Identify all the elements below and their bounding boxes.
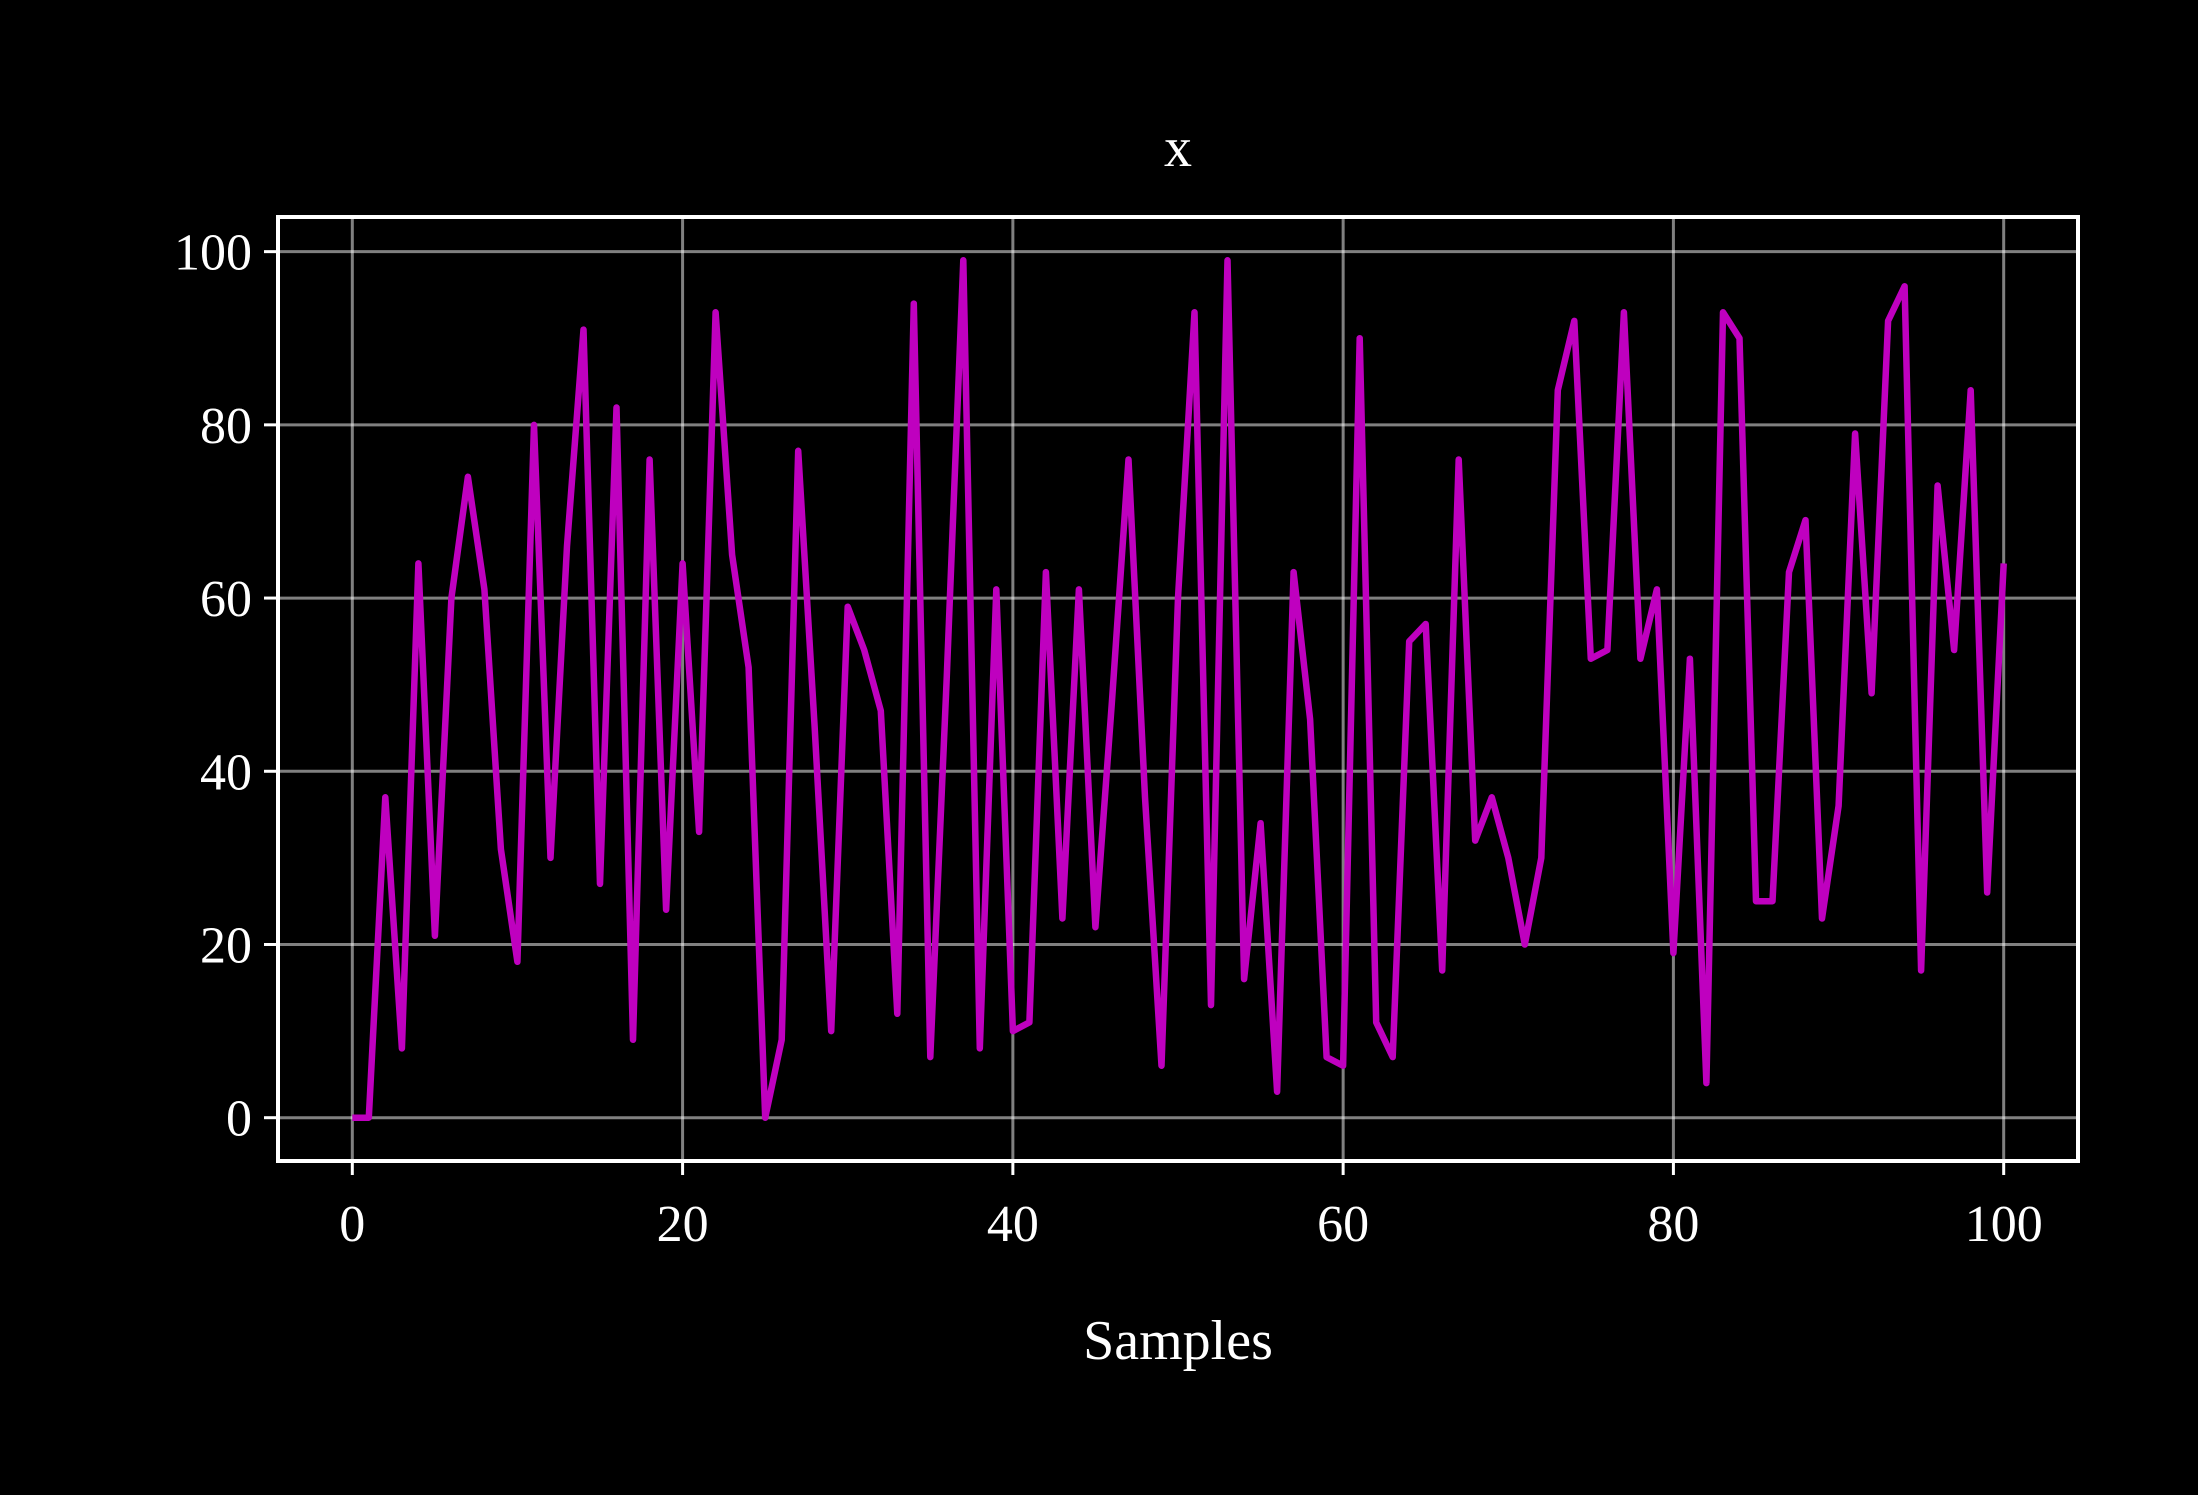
x-tick-label: 100 — [1965, 1196, 2043, 1253]
x-tick-label: 80 — [1647, 1196, 1699, 1253]
y-tick-label: 80 — [200, 398, 252, 455]
series-layer — [352, 257, 2007, 1121]
x-tick-label: 60 — [1317, 1196, 1369, 1253]
series-line — [352, 257, 2007, 1121]
y-tick-label: 60 — [200, 571, 252, 628]
x-axis-title: Samples — [1083, 1310, 1273, 1372]
x-tick-label: 0 — [339, 1196, 365, 1253]
x-tick-label: 40 — [987, 1196, 1039, 1253]
plot-area-frame — [276, 215, 2080, 1163]
axis-ticks: 0 20 40 60 80 100 0 20 40 60 80 100 — [174, 225, 2043, 1253]
chart-title: x — [1164, 117, 1192, 179]
y-tick-label: 40 — [200, 744, 252, 801]
x-tick-label: 20 — [657, 1196, 709, 1253]
y-tick-label: 20 — [200, 917, 252, 974]
y-tick-label: 100 — [174, 225, 252, 282]
y-tick-label: 0 — [226, 1091, 252, 1148]
